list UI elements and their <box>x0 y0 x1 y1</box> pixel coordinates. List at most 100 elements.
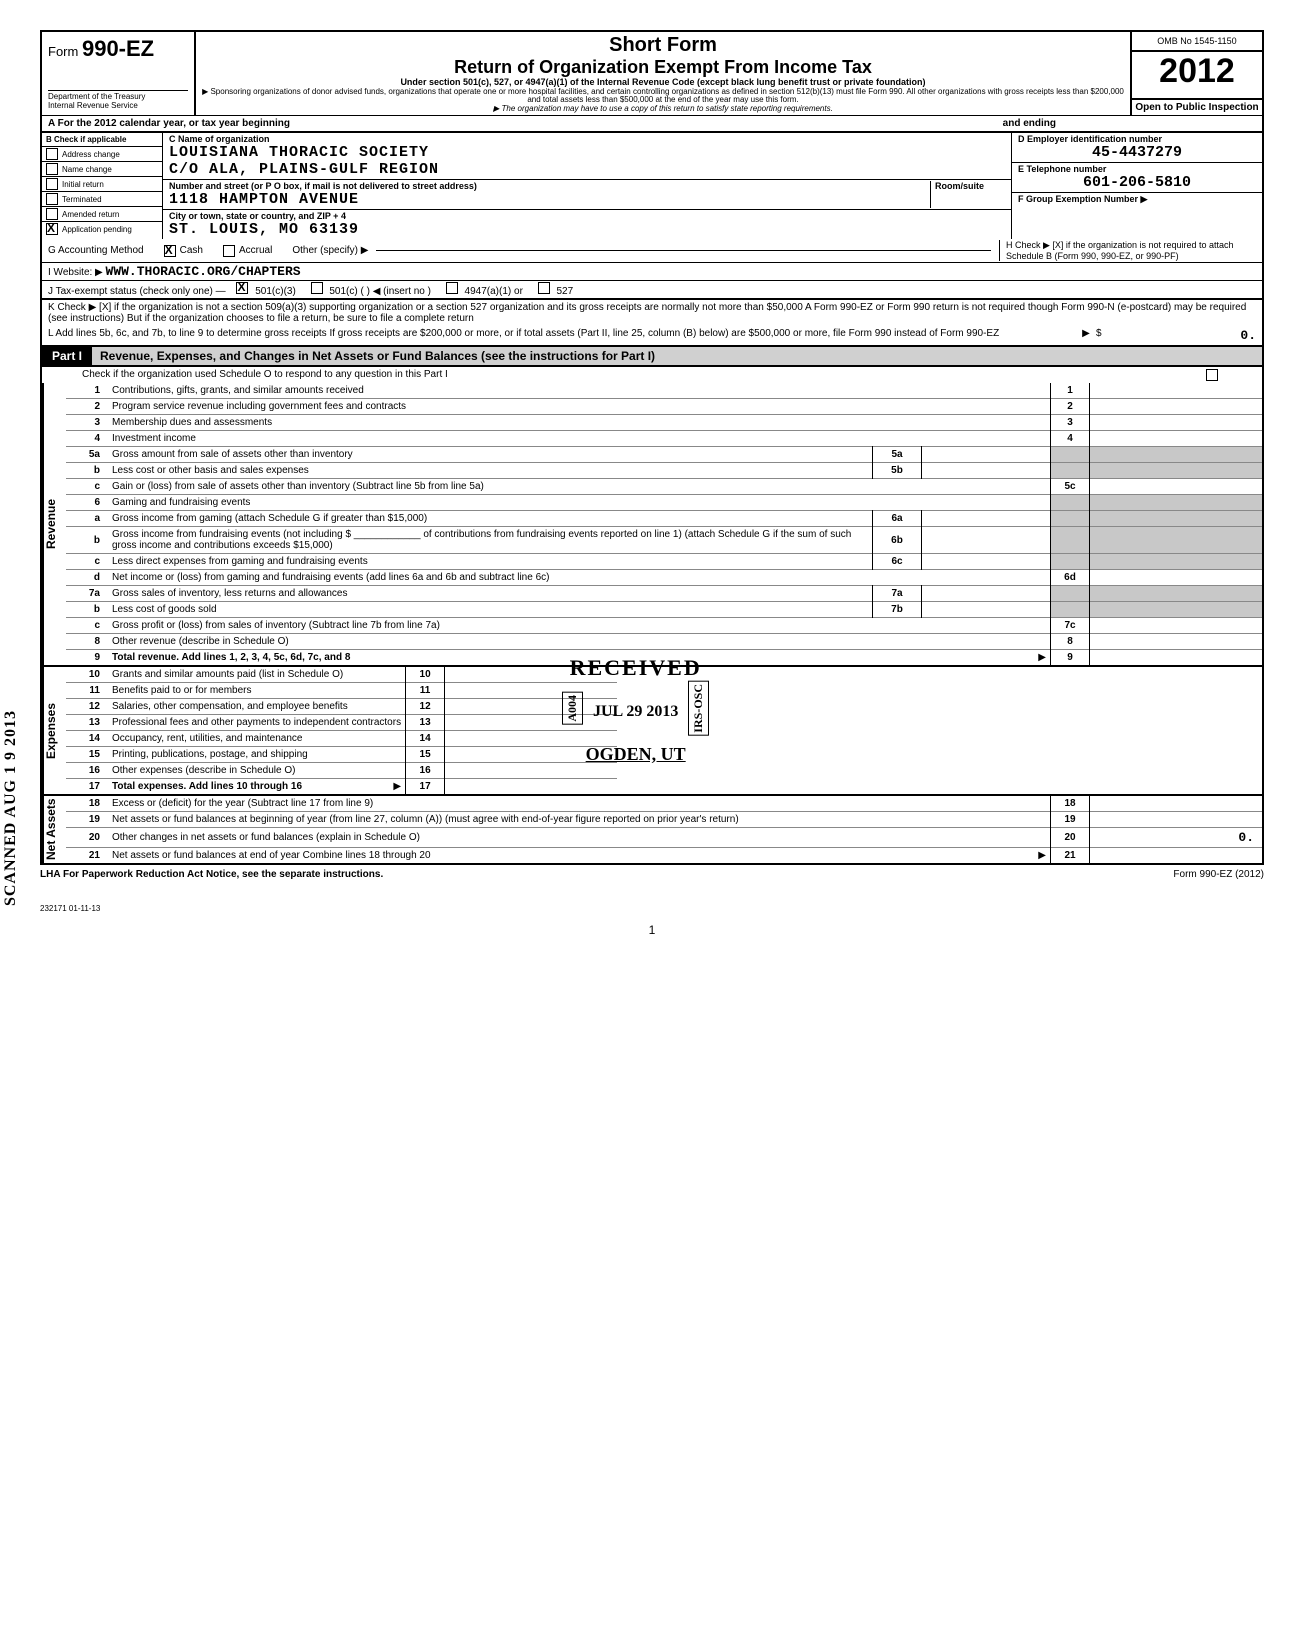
row-l: L Add lines 5b, 6c, and 7b, to line 9 to… <box>40 326 1264 347</box>
col-c: C Name of organization LOUISIANA THORACI… <box>163 133 1012 239</box>
revenue-section: Revenue 1Contributions, gifts, grants, a… <box>40 383 1264 667</box>
phone-value: 601-206-5810 <box>1018 174 1256 191</box>
note-copy: ▶ The organization may have to use a cop… <box>202 105 1124 113</box>
chk-schedule-o[interactable] <box>1206 369 1218 381</box>
block-bcde: B Check if applicable Address change Nam… <box>40 131 1264 239</box>
footer-lha: LHA For Paperwork Reduction Act Notice, … <box>40 869 383 880</box>
row-l-text: L Add lines 5b, 6c, and 7b, to line 9 to… <box>48 328 1076 343</box>
row-g-label: G Accounting Method <box>48 245 144 256</box>
org-name-1: LOUISIANA THORACIC SOCIETY <box>169 144 1005 161</box>
line-8: Other revenue (describe in Schedule O) <box>108 634 1051 650</box>
line-19: Net assets or fund balances at beginning… <box>108 812 1051 828</box>
footer: LHA For Paperwork Reduction Act Notice, … <box>40 865 1264 884</box>
row-l-amount: 0. <box>1116 328 1256 343</box>
line-7c: Gross profit or (loss) from sales of inv… <box>108 618 1051 634</box>
line-7b: Less cost of goods sold <box>108 602 873 618</box>
row-a-left: A For the 2012 calendar year, or tax yea… <box>48 118 290 129</box>
opt-4947: 4947(a)(1) or <box>465 286 523 297</box>
row-a: A For the 2012 calendar year, or tax yea… <box>40 115 1264 131</box>
line-1: Contributions, gifts, grants, and simila… <box>108 383 1051 399</box>
label-city: City or town, state or country, and ZIP … <box>169 211 1005 221</box>
line-5b: Less cost or other basis and sales expen… <box>108 463 873 479</box>
row-h: H Check ▶ [X] if the organization is not… <box>999 240 1256 261</box>
row-k: K Check ▶ [X] if the organization is not… <box>40 300 1264 326</box>
part1-header: Part I Revenue, Expenses, and Changes in… <box>40 347 1264 367</box>
col-b-header: B Check if applicable <box>42 133 162 147</box>
chk-address-change[interactable] <box>46 148 58 160</box>
open-public: Open to Public Inspection <box>1132 100 1262 115</box>
stamp-side-right: IRS-OSC <box>688 681 709 736</box>
label-org-name: C Name of organization <box>169 134 1005 144</box>
line-6c: Less direct expenses from gaming and fun… <box>108 554 873 570</box>
row-i-label: I Website: ▶ <box>48 267 103 278</box>
line-9: Total revenue. Add lines 1, 2, 3, 4, 5c,… <box>112 652 350 663</box>
line-21: Net assets or fund balances at end of ye… <box>112 850 431 861</box>
org-name-2: C/O ALA, PLAINS-GULF REGION <box>169 161 1005 178</box>
line-17: Total expenses. Add lines 10 through 16 <box>112 781 302 792</box>
row-j-label: J Tax-exempt status (check only one) — <box>48 286 226 297</box>
line-11: Benefits paid to or for members <box>108 683 406 699</box>
opt-name-change: Name change <box>62 165 112 174</box>
line-6: Gaming and fundraising events <box>108 495 1051 511</box>
part1-title: Revenue, Expenses, and Changes in Net As… <box>92 347 663 365</box>
opt-address-change: Address change <box>62 150 120 159</box>
form-label: Form <box>48 44 78 59</box>
net-assets-section: Net Assets 18Excess or (deficit) for the… <box>40 796 1264 865</box>
line-12: Salaries, other compensation, and employ… <box>108 699 406 715</box>
row-a-right: and ending <box>1003 118 1056 129</box>
chk-initial-return[interactable] <box>46 178 58 190</box>
footer-code: 232171 01-11-13 <box>40 904 1264 913</box>
chk-application-pending[interactable] <box>46 223 58 235</box>
side-revenue: Revenue <box>42 383 66 665</box>
website-value: WWW.THORACIC.ORG/CHAPTERS <box>106 264 301 279</box>
part1-check-text: Check if the organization used Schedule … <box>82 369 1206 381</box>
line-20-val: 0. <box>1090 828 1263 848</box>
tax-year: 2012 <box>1132 52 1262 100</box>
opt-other: Other (specify) ▶ <box>292 245 368 256</box>
col-de: D Employer identification number 45-4437… <box>1012 133 1262 239</box>
line-20: Other changes in net assets or fund bala… <box>108 828 1051 848</box>
side-expenses: Expenses <box>42 667 66 794</box>
form-number: 990-EZ <box>82 36 154 61</box>
chk-527[interactable] <box>538 282 550 294</box>
part1-label: Part I <box>42 347 92 365</box>
footer-form: Form 990-EZ (2012) <box>1173 869 1264 880</box>
city-value: ST. LOUIS, MO 63139 <box>169 221 1005 238</box>
expenses-section: Expenses 10Grants and similar amounts pa… <box>40 667 1264 796</box>
opt-application-pending: Application pending <box>62 225 132 234</box>
line-10: Grants and similar amounts paid (list in… <box>108 667 406 683</box>
opt-terminated: Terminated <box>62 195 102 204</box>
opt-501c3: 501(c)(3) <box>255 286 296 297</box>
opt-501c: 501(c) ( ) ◀ (insert no ) <box>329 286 431 297</box>
rows-ghij: G Accounting Method Cash Accrual Other (… <box>40 239 1264 300</box>
chk-cash[interactable] <box>164 245 176 257</box>
line-3: Membership dues and assessments <box>108 415 1051 431</box>
col-b: B Check if applicable Address change Nam… <box>42 133 163 239</box>
note-sponsoring: ▶ Sponsoring organizations of donor advi… <box>202 88 1124 105</box>
label-phone: E Telephone number <box>1018 164 1256 174</box>
opt-accrual: Accrual <box>239 245 272 256</box>
chk-accrual[interactable] <box>223 245 235 257</box>
part1-check-line: Check if the organization used Schedule … <box>40 367 1264 383</box>
chk-501c[interactable] <box>311 282 323 294</box>
opt-cash: Cash <box>180 245 203 256</box>
line-16: Other expenses (describe in Schedule O) <box>108 763 406 779</box>
omb-number: OMB No 1545-1150 <box>1132 32 1262 52</box>
chk-501c3[interactable] <box>236 282 248 294</box>
line-5c: Gain or (loss) from sale of assets other… <box>108 479 1051 495</box>
label-ein: D Employer identification number <box>1018 134 1256 144</box>
chk-amended[interactable] <box>46 208 58 220</box>
street-value: 1118 HAMPTON AVENUE <box>169 191 930 208</box>
chk-terminated[interactable] <box>46 193 58 205</box>
chk-name-change[interactable] <box>46 163 58 175</box>
opt-amended: Amended return <box>62 210 119 219</box>
chk-4947[interactable] <box>446 282 458 294</box>
dept-irs: Internal Revenue Service <box>48 102 188 111</box>
title-short-form: Short Form <box>202 34 1124 57</box>
line-18: Excess or (deficit) for the year (Subtra… <box>108 796 1051 812</box>
line-4: Investment income <box>108 431 1051 447</box>
label-street: Number and street (or P O box, if mail i… <box>169 181 930 191</box>
line-6d: Net income or (loss) from gaming and fun… <box>108 570 1051 586</box>
line-15: Printing, publications, postage, and shi… <box>108 747 406 763</box>
line-14: Occupancy, rent, utilities, and maintena… <box>108 731 406 747</box>
